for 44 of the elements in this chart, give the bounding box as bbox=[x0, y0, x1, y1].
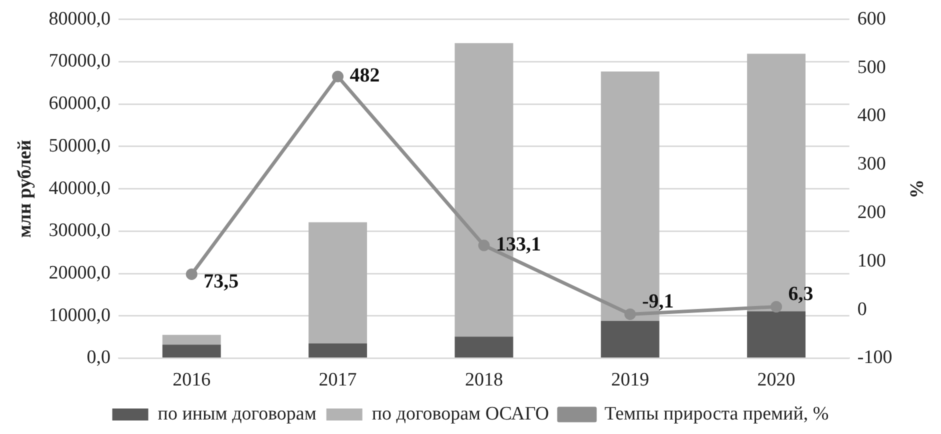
y-tick-label: 0,0 bbox=[86, 347, 111, 368]
data-label: 73,5 bbox=[204, 270, 239, 292]
data-label: 6,3 bbox=[788, 282, 814, 305]
bar bbox=[600, 320, 660, 358]
y2-tick-label: -100 bbox=[857, 347, 892, 368]
bar bbox=[162, 344, 221, 358]
bar bbox=[162, 334, 221, 345]
y-tick-label: 40000,0 bbox=[48, 178, 111, 199]
y-axis-title: млн рублей bbox=[14, 140, 36, 238]
x-tick-label: 2017 bbox=[318, 370, 357, 391]
point bbox=[186, 268, 198, 280]
y2-tick-label: 400 bbox=[857, 105, 886, 126]
y2-tick-label: 500 bbox=[857, 56, 886, 78]
y-tick-label: 60000,0 bbox=[48, 93, 111, 114]
y2-tick-label: 200 bbox=[857, 202, 886, 223]
y2-tick-label: 600 bbox=[857, 8, 886, 30]
x-tick-label: 2016 bbox=[172, 370, 211, 391]
y-tick-label: 80000,0 bbox=[48, 8, 111, 30]
x-tick-label: 2020 bbox=[757, 370, 796, 391]
point bbox=[478, 240, 490, 252]
legend-label: по иным договорам bbox=[158, 403, 316, 424]
y2-tick-label: 300 bbox=[857, 154, 886, 175]
y2-tick-label: 0 bbox=[857, 298, 867, 320]
bar bbox=[308, 222, 368, 344]
x-tick-label: 2018 bbox=[464, 370, 503, 391]
y2-tick-label: 100 bbox=[857, 250, 886, 272]
y-tick-label: 10000,0 bbox=[48, 304, 111, 326]
bar bbox=[308, 343, 368, 358]
data-label: 133,1 bbox=[496, 234, 541, 256]
y-tick-label: 20000,0 bbox=[48, 262, 111, 284]
x-tick-label: 2019 bbox=[611, 370, 650, 391]
point bbox=[770, 301, 782, 312]
data-label: 482 bbox=[350, 64, 380, 87]
y-tick-label: 50000,0 bbox=[48, 135, 111, 156]
bar bbox=[454, 336, 514, 358]
y-tick-label: 30000,0 bbox=[48, 220, 111, 242]
point bbox=[332, 70, 344, 82]
legend-label: по договорам ОСАГО bbox=[372, 403, 549, 424]
legend-label: Темпы прироста премий, % bbox=[604, 403, 829, 424]
data-label: -9,1 bbox=[642, 290, 674, 312]
bar bbox=[747, 311, 806, 358]
y2-axis-title: % bbox=[906, 179, 927, 198]
y-tick-label: 70000,0 bbox=[48, 50, 111, 72]
point bbox=[624, 308, 636, 320]
